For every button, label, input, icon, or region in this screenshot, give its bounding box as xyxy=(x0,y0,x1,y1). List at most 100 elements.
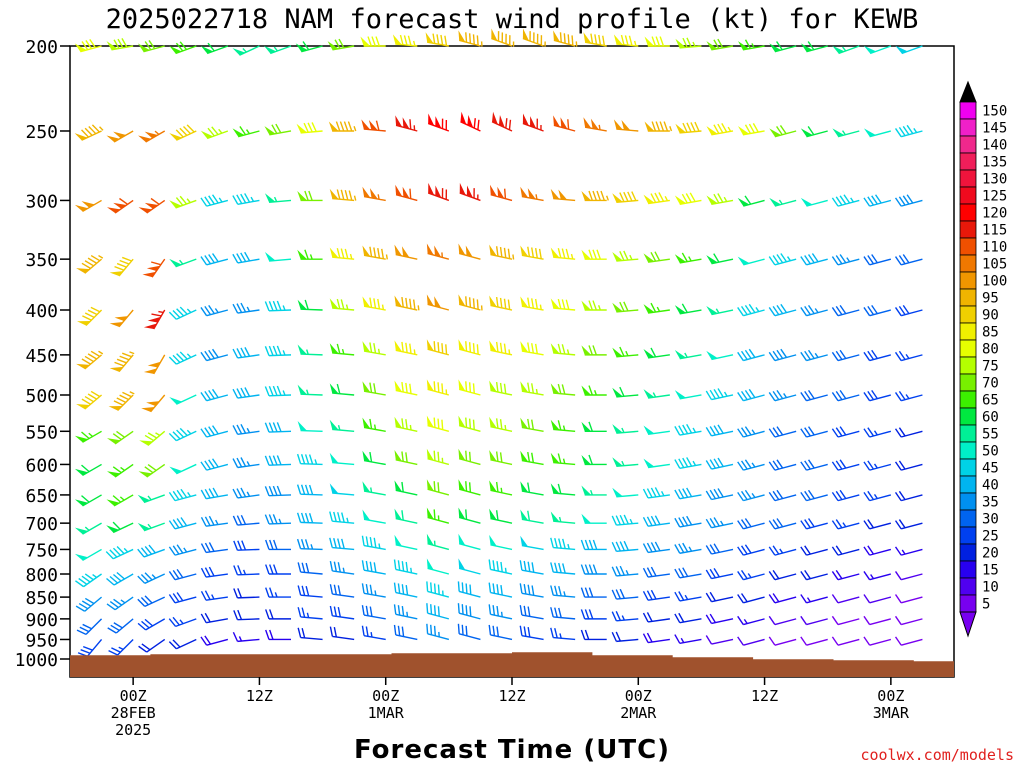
wind-barb xyxy=(737,593,765,604)
wind-barb xyxy=(706,350,734,361)
wind-barb xyxy=(581,385,607,396)
wind-barb xyxy=(488,559,513,575)
wind-barb xyxy=(520,186,544,202)
wind-barb xyxy=(581,190,609,202)
wind-barb xyxy=(550,383,576,396)
wind-barb xyxy=(550,537,576,551)
wind-barb xyxy=(674,192,702,205)
wind-barb xyxy=(643,302,670,314)
wind-barb xyxy=(168,517,197,530)
wind-barb xyxy=(674,591,702,602)
wind-barb xyxy=(106,571,134,586)
wind-barb xyxy=(106,521,134,534)
wind-barb xyxy=(76,618,103,636)
wind-barb xyxy=(360,36,386,47)
colorbar-swatch xyxy=(959,203,977,222)
wind-barb xyxy=(831,304,860,317)
wind-barb xyxy=(394,534,418,551)
wind-barb xyxy=(613,119,639,132)
colorbar-label: 30 xyxy=(982,512,999,528)
wind-barb xyxy=(169,124,197,141)
colorbar-swatch xyxy=(959,458,977,477)
wind-barb xyxy=(737,256,765,266)
wind-barb xyxy=(894,304,923,317)
wind-barb xyxy=(737,615,765,626)
colorbar-label: 135 xyxy=(982,155,1007,171)
wind-barb xyxy=(297,420,323,432)
x-tick-label: 12Z xyxy=(498,687,525,705)
wind-barb xyxy=(863,427,892,438)
wind-barb xyxy=(580,587,607,598)
wind-barb xyxy=(737,570,765,581)
wind-barb xyxy=(232,514,260,526)
wind-barb xyxy=(74,463,102,477)
wind-barb xyxy=(329,247,355,260)
wind-barb xyxy=(168,427,197,442)
wind-barb xyxy=(106,596,134,611)
wind-barb xyxy=(75,596,103,612)
wind-barb xyxy=(264,514,292,525)
colorbar-label: 65 xyxy=(982,393,999,409)
wind-barb xyxy=(800,545,828,556)
wind-barb xyxy=(394,449,418,466)
wind-barb xyxy=(362,186,386,202)
wind-barb xyxy=(832,128,860,138)
wind-barb xyxy=(894,594,923,604)
colorbar-swatch xyxy=(959,492,977,511)
colorbar-swatch xyxy=(959,356,977,375)
colorbar-label: 130 xyxy=(982,172,1007,188)
terrain-fill xyxy=(70,652,954,677)
wind-barb xyxy=(233,565,260,576)
colorbar-swatch xyxy=(959,322,977,341)
colorbar-label: 95 xyxy=(982,291,999,307)
wind-barb xyxy=(644,121,673,132)
wind-barb xyxy=(200,388,229,402)
wind-barb xyxy=(738,39,765,51)
wind-barb xyxy=(76,254,104,274)
wind-barb xyxy=(863,571,892,581)
wind-barb xyxy=(737,426,765,438)
colorbar-label: 25 xyxy=(982,529,999,545)
wind-barb xyxy=(232,487,260,499)
wind-barb xyxy=(329,605,355,620)
colorbar-swatch xyxy=(959,509,977,528)
colorbar-label: 5 xyxy=(982,597,990,613)
wind-barb xyxy=(831,254,860,266)
wind-barb xyxy=(550,343,576,356)
wind-barb xyxy=(232,424,260,436)
wind-barb xyxy=(674,349,702,360)
colorbar-swatch xyxy=(959,339,977,358)
wind-barb xyxy=(200,253,229,266)
wind-barb xyxy=(138,638,166,653)
wind-barb xyxy=(426,415,450,432)
wind-barb xyxy=(583,117,607,132)
wind-barb xyxy=(426,533,450,551)
wind-barb xyxy=(200,542,228,554)
colorbar-label: 80 xyxy=(982,342,999,358)
colorbar-swatch xyxy=(959,118,977,137)
wind-barb xyxy=(329,561,355,575)
wind-barb xyxy=(200,487,228,500)
wind-barb xyxy=(894,460,923,471)
wind-barb xyxy=(232,126,260,138)
wind-barb xyxy=(458,558,481,575)
wind-barb xyxy=(394,380,418,396)
wind-barb xyxy=(297,607,323,620)
wind-barb xyxy=(458,243,481,260)
wind-barb xyxy=(706,253,734,265)
wind-barb xyxy=(169,463,197,475)
wind-barb xyxy=(232,457,260,469)
wind-barb xyxy=(768,348,797,362)
wind-barb xyxy=(491,111,513,132)
wind-barb xyxy=(200,458,229,471)
wind-barb xyxy=(550,298,576,311)
wind-barb xyxy=(800,570,828,581)
wind-barb xyxy=(200,590,228,601)
wind-barb xyxy=(519,583,544,598)
wind-barb xyxy=(74,124,104,141)
wind-barb xyxy=(519,560,544,575)
wind-barb xyxy=(142,258,166,278)
wind-barb xyxy=(200,126,229,140)
